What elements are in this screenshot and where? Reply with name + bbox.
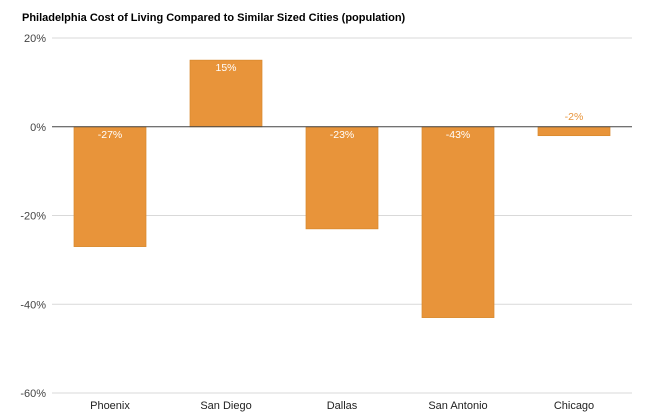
y-tick-label: -20% xyxy=(20,211,46,223)
x-tick-label: San Diego xyxy=(200,400,251,412)
data-label: -43% xyxy=(446,129,471,141)
x-axis-ticks: Phoenix San Diego Dallas San Antonio Chicago xyxy=(90,400,594,412)
x-tick-label: Chicago xyxy=(554,400,594,412)
data-label: -27% xyxy=(98,129,123,141)
bar xyxy=(73,126,147,247)
bar xyxy=(421,126,495,318)
bar xyxy=(305,126,379,230)
x-tick-label: Dallas xyxy=(327,400,358,412)
y-axis-ticks: 20% 0% -20% -40% -60% xyxy=(20,33,46,400)
y-tick-label: -60% xyxy=(20,388,46,400)
data-label: -23% xyxy=(330,129,355,141)
y-tick-label: -40% xyxy=(20,299,46,311)
data-label: -2% xyxy=(565,111,584,123)
chart-title: Philadelphia Cost of Living Compared to … xyxy=(22,12,406,24)
y-tick-label: 0% xyxy=(30,122,46,134)
bar xyxy=(537,126,611,137)
x-tick-label: San Antonio xyxy=(428,400,487,412)
bar xyxy=(189,59,263,128)
y-tick-label: 20% xyxy=(24,33,46,45)
gridlines xyxy=(52,37,632,394)
data-label: 15% xyxy=(215,62,236,74)
data-labels: -27% 15% -23% -43% -2% xyxy=(98,62,584,141)
bars xyxy=(73,59,611,318)
x-tick-label: Phoenix xyxy=(90,400,130,412)
